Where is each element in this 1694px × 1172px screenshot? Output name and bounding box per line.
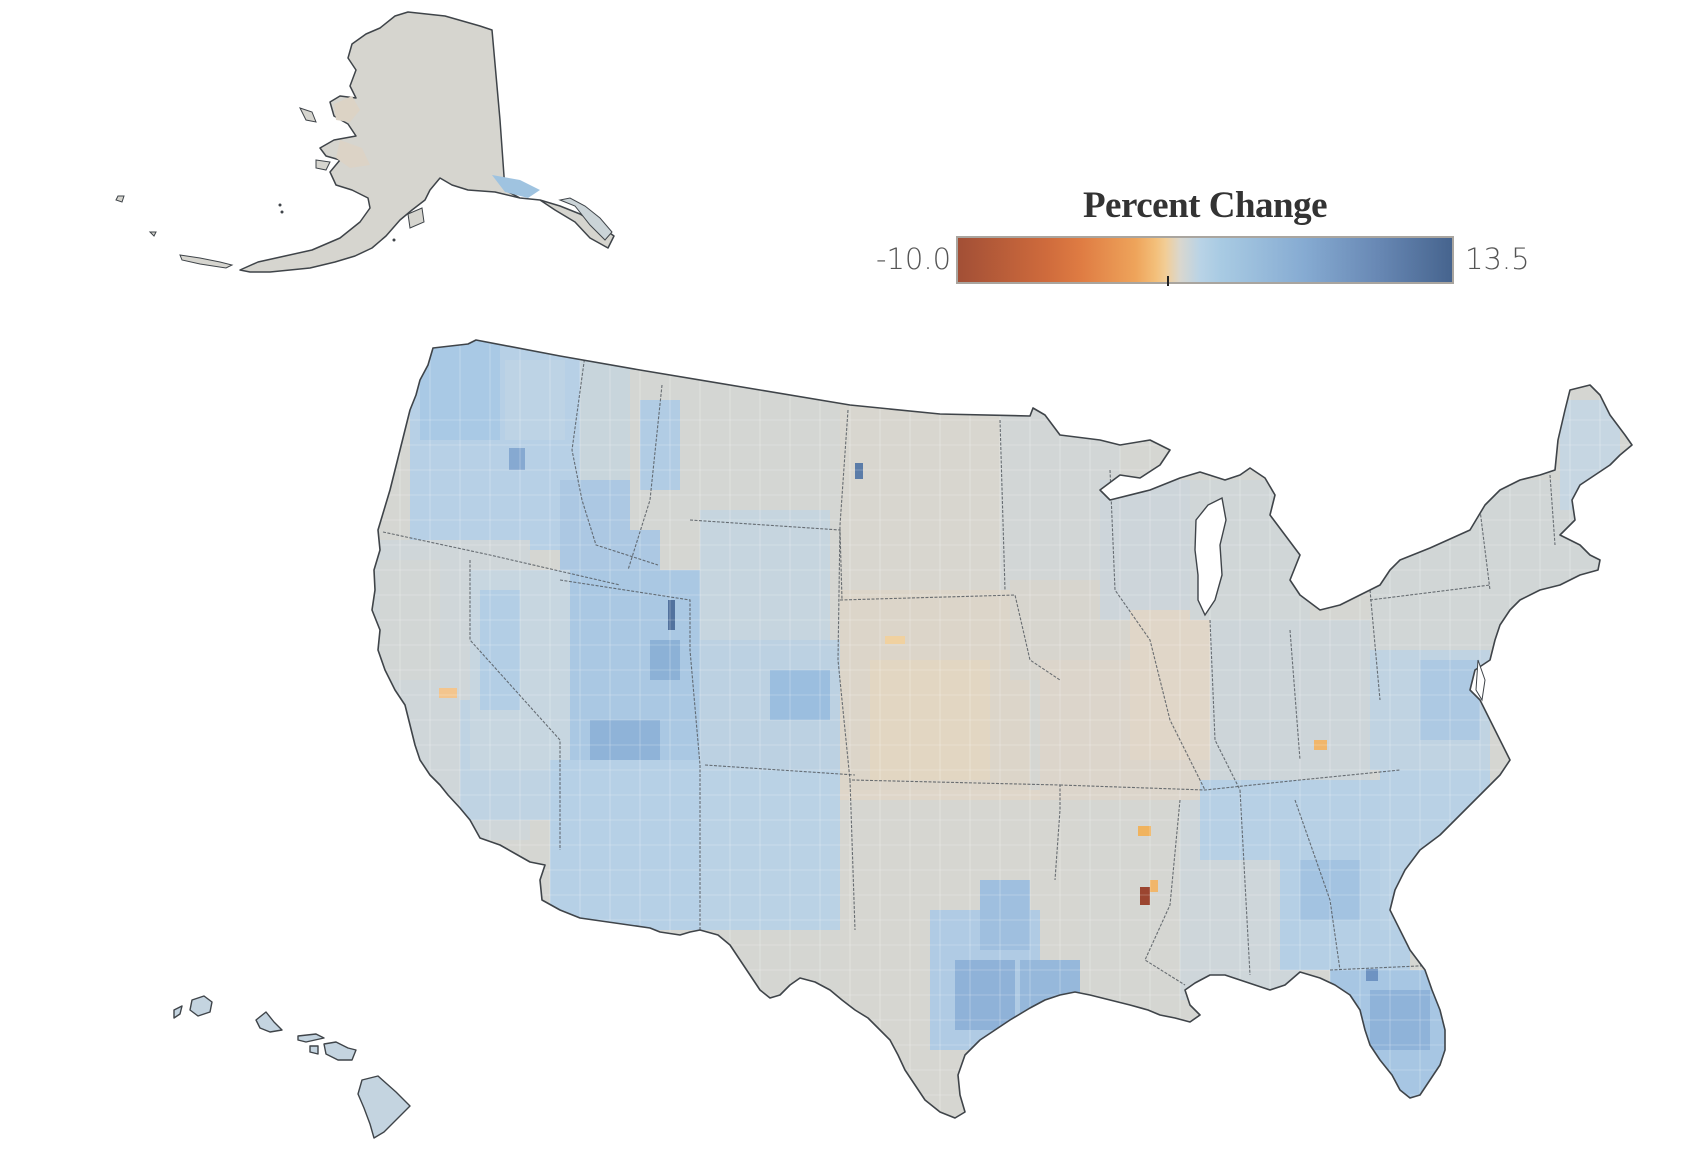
county-borders <box>372 340 1632 1118</box>
contiguous-us-map <box>371 339 1633 1119</box>
legend-gradient-bar <box>956 236 1454 284</box>
niihau <box>173 1005 183 1019</box>
oahu <box>255 1011 283 1033</box>
state-borders <box>382 354 1556 986</box>
chesapeake-bay <box>1475 659 1486 702</box>
lake-michigan <box>1194 496 1227 617</box>
legend-zero-tick <box>1167 276 1169 286</box>
alaska-mainland <box>239 11 615 273</box>
lanai <box>309 1045 319 1055</box>
legend-min-label: -10.0 <box>876 242 952 276</box>
legend-max-label: 13.5 <box>1465 242 1530 276</box>
alaska-southeast-strip <box>492 175 540 198</box>
kauai <box>189 995 213 1017</box>
legend-title: Percent Change <box>1082 185 1328 226</box>
maui <box>323 1041 357 1061</box>
hawaii-big-island <box>357 1075 411 1139</box>
color-legend: Percent Change -10.0 13.5 <box>870 180 1550 300</box>
alaska-inset <box>115 11 615 273</box>
hawaii-inset <box>173 995 411 1139</box>
molokai <box>297 1033 325 1043</box>
